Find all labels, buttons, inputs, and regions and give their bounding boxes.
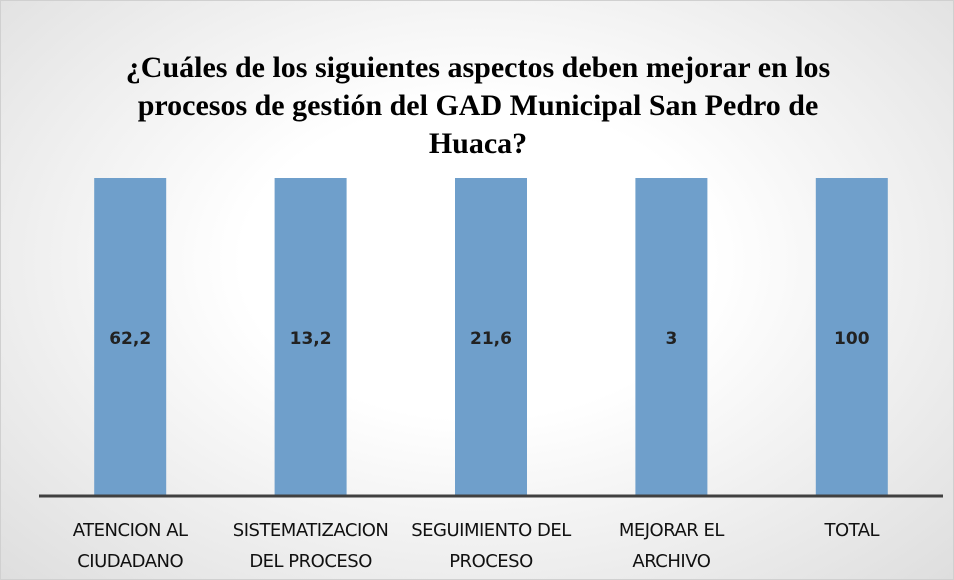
x-tick-label: TOTAL xyxy=(824,520,880,541)
bar xyxy=(635,178,708,495)
data-label: 13,2 xyxy=(290,329,332,349)
data-label: 21,6 xyxy=(470,329,512,349)
x-tick-label: ATENCION AL CIUDADANO xyxy=(72,520,188,572)
x-tick-label: SISTEMATIZACION DEL PROCESO xyxy=(232,520,389,572)
bar xyxy=(815,178,888,495)
x-tick-label: SEGUIMIENTO DEL PROCESO xyxy=(411,520,571,572)
data-label: 62,2 xyxy=(109,329,151,349)
chart-title: ¿Cuáles de los siguientes aspectos deben… xyxy=(125,51,831,160)
x-tick-label: MEJORAR EL ARCHIVO xyxy=(618,520,725,572)
data-label: 100 xyxy=(834,329,870,349)
bar xyxy=(455,178,527,495)
bar xyxy=(94,178,167,495)
bar xyxy=(274,178,347,495)
data-label: 3 xyxy=(665,329,677,349)
